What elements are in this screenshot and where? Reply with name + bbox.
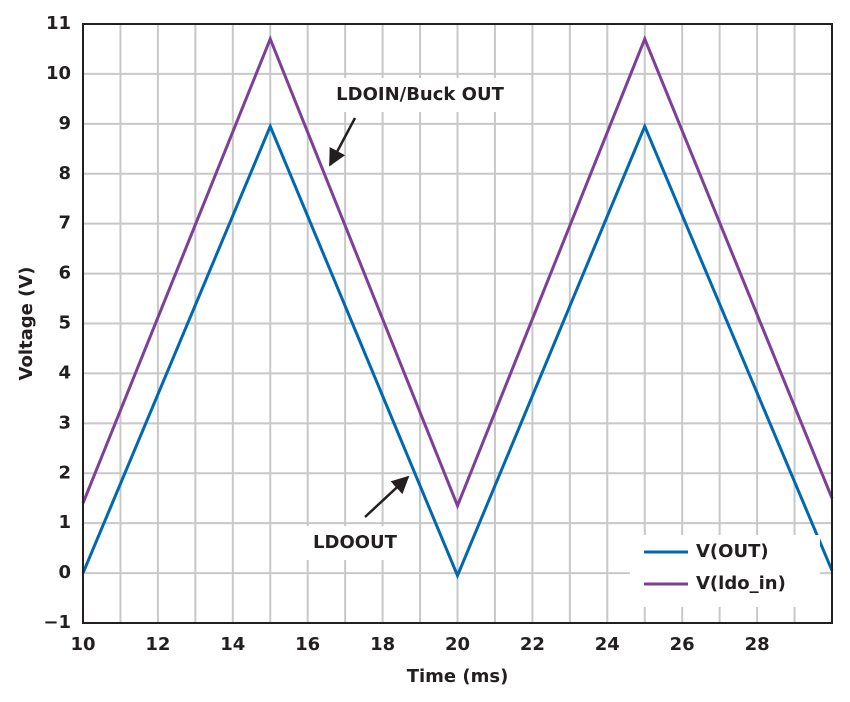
x-tick-label: 10 [70, 634, 95, 655]
legend-bg [630, 535, 820, 607]
y-tick-label: 9 [58, 113, 71, 134]
x-tick-label: 18 [370, 634, 395, 655]
x-tick-label: 28 [745, 634, 770, 655]
y-tick-label: 4 [58, 362, 71, 383]
plot-frame [82, 23, 833, 624]
y-tick-label: 3 [58, 412, 71, 433]
annotation-bg [295, 526, 415, 560]
y-tick-label: 2 [58, 462, 71, 483]
y-tick-label: 0 [58, 562, 71, 583]
x-tick-label: 14 [220, 634, 245, 655]
y-tick-label: 5 [58, 313, 71, 334]
annotation: LDOIN/Buck OUT [336, 84, 504, 105]
y-tick-label: −1 [43, 612, 71, 633]
y-tick-label: 11 [46, 13, 71, 34]
y-tick-label: 6 [58, 263, 71, 284]
lines [81, 34, 834, 580]
x-tick-label: 26 [670, 634, 695, 655]
y-tick-label: 7 [58, 213, 71, 234]
annotation: LDOOUT [313, 532, 398, 553]
annotation-arrow [364, 475, 410, 518]
y-axis-label: Voltage (V) [16, 267, 37, 381]
x-axis-label: Time (ms) [407, 666, 509, 687]
annotation-arrow [328, 117, 357, 167]
x-tick-label: 24 [595, 634, 620, 655]
x-tick-label: 22 [520, 634, 545, 655]
y-tick-label: 10 [46, 63, 71, 84]
annotation-bg [320, 78, 520, 112]
x-tick-label: 20 [445, 634, 470, 655]
grid [82, 23, 832, 624]
series-line [81, 34, 834, 510]
y-tick-label: 1 [58, 512, 71, 533]
y-tick-label: 8 [58, 163, 71, 184]
legend-label: V(ldo_in) [696, 573, 786, 594]
x-tick-label: 12 [145, 634, 170, 655]
series-line [81, 122, 834, 580]
legend-label: V(OUT) [696, 541, 769, 562]
x-tick-label: 16 [295, 634, 320, 655]
